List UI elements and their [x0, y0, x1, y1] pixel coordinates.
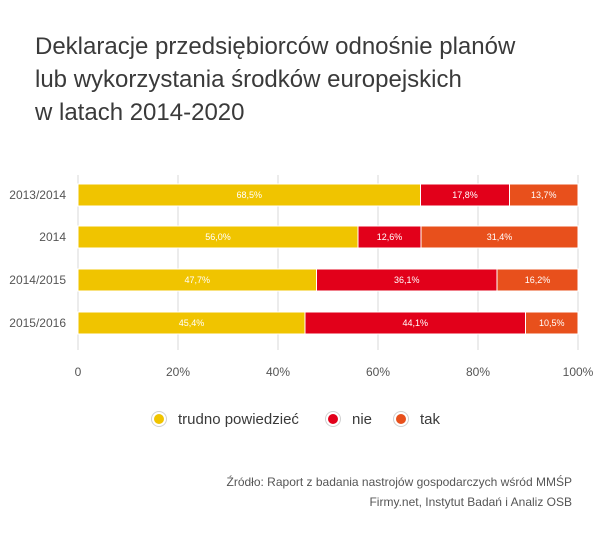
- chart-legend: trudno powiedzieć nie tak: [0, 407, 600, 431]
- chart-title-line-1: Deklaracje przedsiębiorców odnośnie plan…: [35, 33, 516, 60]
- data-label: 45,4%: [179, 318, 205, 328]
- data-label: 47,7%: [184, 275, 210, 285]
- data-label: 10,5%: [539, 318, 565, 328]
- y-category-label: 2015/2016: [9, 316, 66, 330]
- legend-swatch-trudno: [152, 412, 166, 426]
- legend-label-nie: nie: [352, 410, 373, 428]
- y-category-label: 2014: [39, 230, 66, 244]
- x-tick-label: 20%: [166, 365, 190, 379]
- source-line-1: Źródło: Raport z badania nastrojów gospo…: [226, 475, 573, 489]
- x-tick-label: 40%: [266, 365, 290, 379]
- legend-item-nie: nie: [326, 407, 372, 431]
- data-label: 36,1%: [394, 275, 420, 285]
- x-tick-label: 80%: [466, 365, 490, 379]
- bar-segment: [420, 225, 579, 249]
- data-label: 17,8%: [452, 190, 478, 200]
- legend-label-tak: tak: [420, 410, 441, 428]
- x-tick-label: 100%: [563, 365, 594, 379]
- data-label: 12,6%: [377, 232, 403, 242]
- x-tick-label: 60%: [366, 365, 390, 379]
- legend-label-trudno: trudno powiedzieć: [178, 410, 299, 428]
- legend-item-trudno: trudno powiedzieć: [152, 407, 299, 431]
- source-note: Źródło: Raport z badania nastrojów gospo…: [227, 472, 573, 512]
- chart-title-line-3: w latach 2014-2020: [35, 99, 245, 126]
- y-category-label: 2013/2014: [9, 188, 66, 202]
- data-label: 56,0%: [205, 232, 231, 242]
- bar-segment: [509, 183, 579, 207]
- legend-swatch-nie: [326, 412, 340, 426]
- data-label: 44,1%: [402, 318, 428, 328]
- data-label: 13,7%: [531, 190, 557, 200]
- bar-segment: [496, 268, 579, 292]
- source-line-2: Firmy.net, Instytut Badań i Analiz OSB: [369, 495, 572, 509]
- chart-title: Deklaracje przedsiębiorców odnośnie plan…: [35, 30, 575, 129]
- legend-swatch-tak: [394, 412, 408, 426]
- data-label: 16,2%: [525, 275, 551, 285]
- legend-item-tak: tak: [394, 407, 440, 431]
- bar-segment: [525, 311, 579, 335]
- x-tick-label: 0: [75, 365, 82, 379]
- chart-title-line-2: lub wykorzystania środków europejskich: [35, 66, 462, 93]
- data-label: 68,5%: [236, 190, 262, 200]
- y-category-label: 2014/2015: [9, 273, 66, 287]
- data-label: 31,4%: [487, 232, 513, 242]
